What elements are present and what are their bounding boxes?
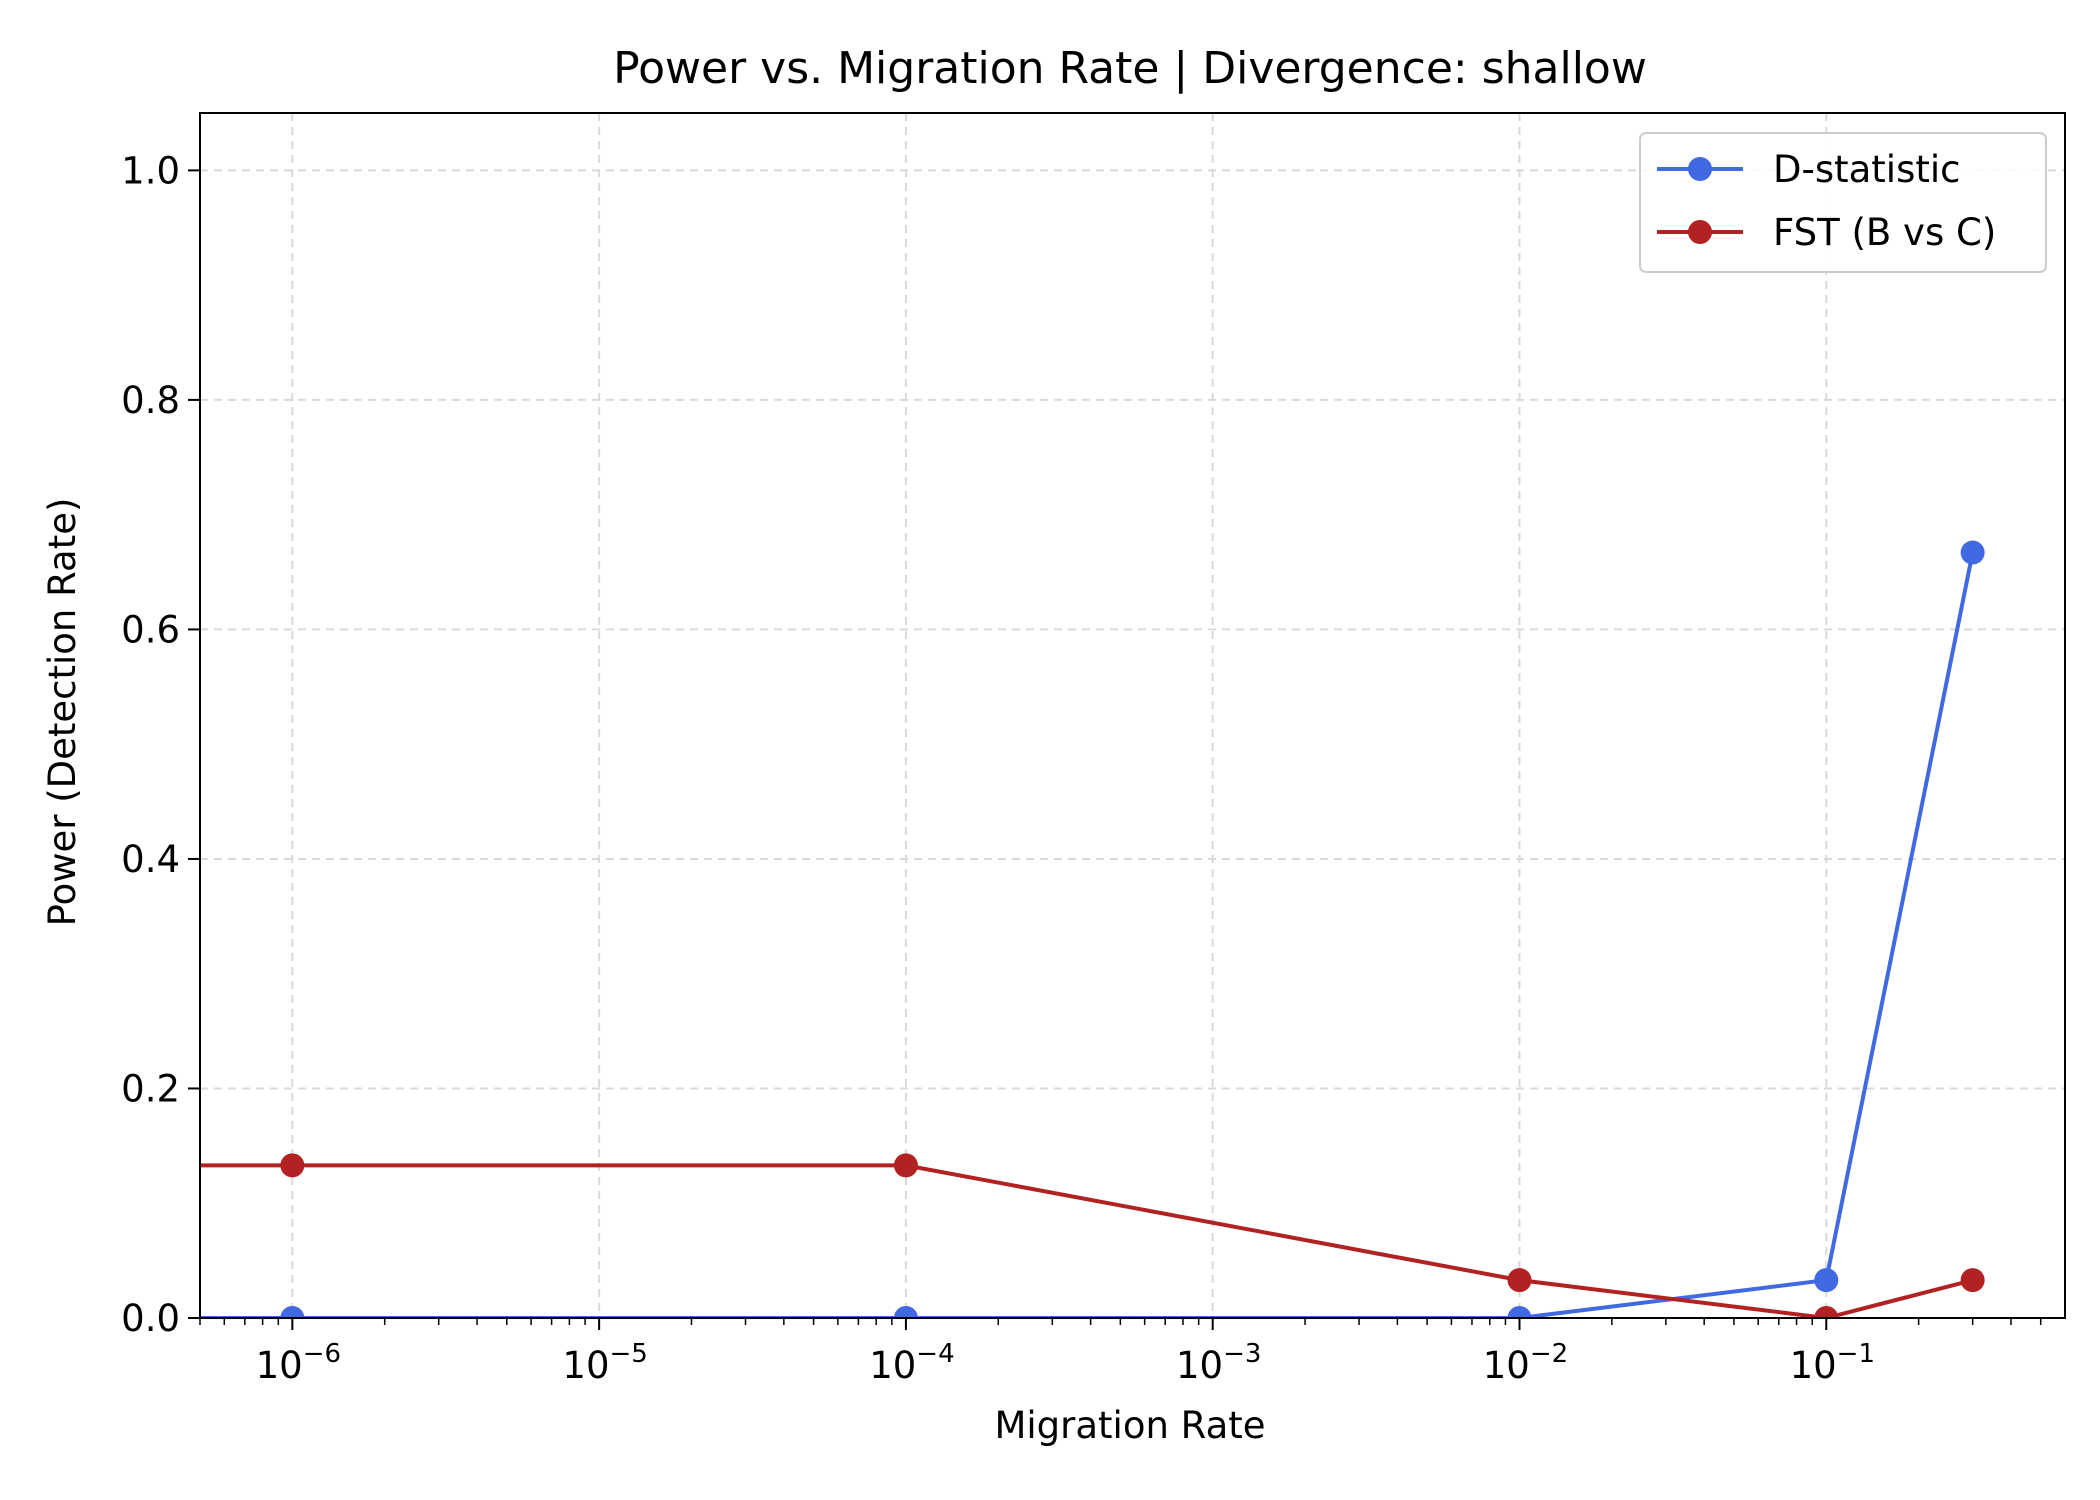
legend-marker: [1688, 157, 1712, 181]
data-point: [1814, 1306, 1839, 1318]
data-point: [280, 1153, 305, 1178]
x-tick-label: 10−5: [562, 1339, 647, 1387]
series-line: [200, 552, 1975, 1318]
x-tick-exponent: −4: [916, 1339, 954, 1369]
series-1: [200, 1153, 1985, 1318]
x-tick-exponent: −5: [610, 1339, 648, 1369]
legend-label: D-statistic: [1773, 148, 1961, 191]
axes-frame: [199, 112, 2066, 1319]
x-ticks: 10−6 10−5 10−4 10−3 10−2 10−1: [256, 1318, 1875, 1387]
series-layer: [200, 540, 1985, 1318]
y-tick-label: 1.0: [121, 149, 180, 192]
y-tick-label: 0.6: [121, 608, 180, 651]
x-tick-base: 10: [256, 1344, 303, 1387]
x-tick-base: 10: [1790, 1344, 1837, 1387]
x-tick-exponent: −1: [1837, 1339, 1875, 1369]
x-tick-label: 10−3: [1176, 1339, 1261, 1387]
x-tick-exponent: −6: [303, 1339, 341, 1369]
y-tick-label: 0.2: [121, 1067, 180, 1110]
data-point: [893, 1153, 918, 1178]
x-tick-label: 10−4: [869, 1339, 954, 1387]
x-tick-label: 10−1: [1790, 1339, 1875, 1387]
x-tick-base: 10: [1176, 1344, 1223, 1387]
y-axis-label: Power (Detection Rate): [41, 498, 84, 927]
x-tick-exponent: −3: [1223, 1339, 1261, 1369]
legend: D-statistic FST (B vs C): [1639, 132, 2047, 273]
data-point: [893, 1306, 918, 1318]
x-tick-base: 10: [1483, 1344, 1530, 1387]
y-tick-label: 0.0: [121, 1297, 180, 1340]
x-axis-label: Migration Rate: [994, 1404, 1265, 1447]
y-ticks: 0.0 0.2 0.4 0.6 0.8 1.0: [121, 149, 200, 1340]
x-tick-exponent: −2: [1530, 1339, 1568, 1369]
y-tick-label: 0.4: [121, 838, 180, 881]
x-tick-label: 10−2: [1483, 1339, 1568, 1387]
x-tick-label: 10−6: [256, 1339, 341, 1387]
chart-title: Power vs. Migration Rate | Divergence: s…: [613, 43, 1647, 94]
data-point: [1960, 1268, 1985, 1293]
data-point: [1507, 1306, 1532, 1318]
series-0: [200, 540, 1985, 1318]
legend-marker: [1688, 220, 1712, 244]
series-line: [200, 1163, 1974, 1318]
data-point: [1507, 1268, 1532, 1293]
grid-lines: [200, 113, 2065, 1319]
data-point: [1814, 1268, 1839, 1293]
data-point: [1960, 540, 1985, 565]
y-tick-label: 0.8: [121, 379, 180, 422]
x-tick-base: 10: [869, 1344, 916, 1387]
minor-ticks: [199, 1318, 2042, 1325]
legend-label: FST (B vs C): [1773, 211, 1996, 254]
x-tick-base: 10: [562, 1344, 609, 1387]
data-point: [280, 1306, 305, 1318]
